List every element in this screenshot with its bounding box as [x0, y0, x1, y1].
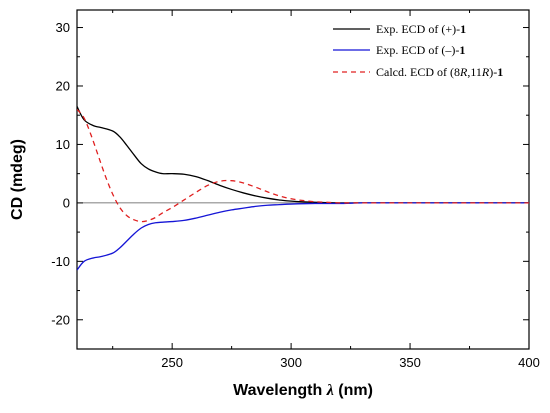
- x-axis-unit: (nm): [338, 382, 373, 399]
- series-exp-plus-legend-label: Exp. ECD of (+)-1: [376, 22, 466, 36]
- x-axis-label: Wavelength: [233, 382, 322, 399]
- legend-text-part: R: [459, 65, 468, 79]
- series-calcd-line: [77, 108, 529, 223]
- series-layer: [77, 106, 529, 271]
- legend-text-part: Exp. ECD of (+)-: [376, 22, 460, 36]
- plot-area: [76, 9, 530, 350]
- y-tick-label: -10: [51, 254, 70, 269]
- y-axis-title: CD (mdeg): [9, 139, 26, 220]
- x-tick-label: 250: [161, 355, 183, 370]
- series-calcd-legend-label: Calcd. ECD of (8R,11R)-1: [376, 65, 503, 79]
- legend-text-part: ,11: [467, 65, 482, 79]
- x-tick-label: 400: [518, 355, 540, 370]
- y-tick-label: 20: [56, 78, 70, 93]
- legend-text-part: Exp. ECD of (–)-: [376, 43, 459, 57]
- y-tick-label: 30: [56, 20, 70, 35]
- legend-text-part: R: [481, 65, 490, 79]
- y-tick-label: 0: [63, 195, 70, 210]
- legend-text-part: )-: [489, 65, 497, 79]
- legend-text-part: Calcd. ECD of (8: [376, 65, 460, 79]
- axis-ticks: 250 300 350 400 -20 -10 0 10 20 30: [51, 10, 540, 370]
- legend-text-part: 1: [497, 65, 503, 79]
- x-axis-title: Wavelength λ (nm): [233, 382, 373, 399]
- x-tick-label: 350: [399, 355, 421, 370]
- x-axis-symbol: λ: [326, 382, 334, 399]
- legend-text-part: 1: [459, 43, 465, 57]
- y-tick-label: 10: [56, 137, 70, 152]
- series-exp-minus-legend-label: Exp. ECD of (–)-1: [376, 43, 465, 57]
- x-tick-label: 300: [280, 355, 302, 370]
- y-tick-label: -20: [51, 312, 70, 327]
- legend-text-part: 1: [460, 22, 466, 36]
